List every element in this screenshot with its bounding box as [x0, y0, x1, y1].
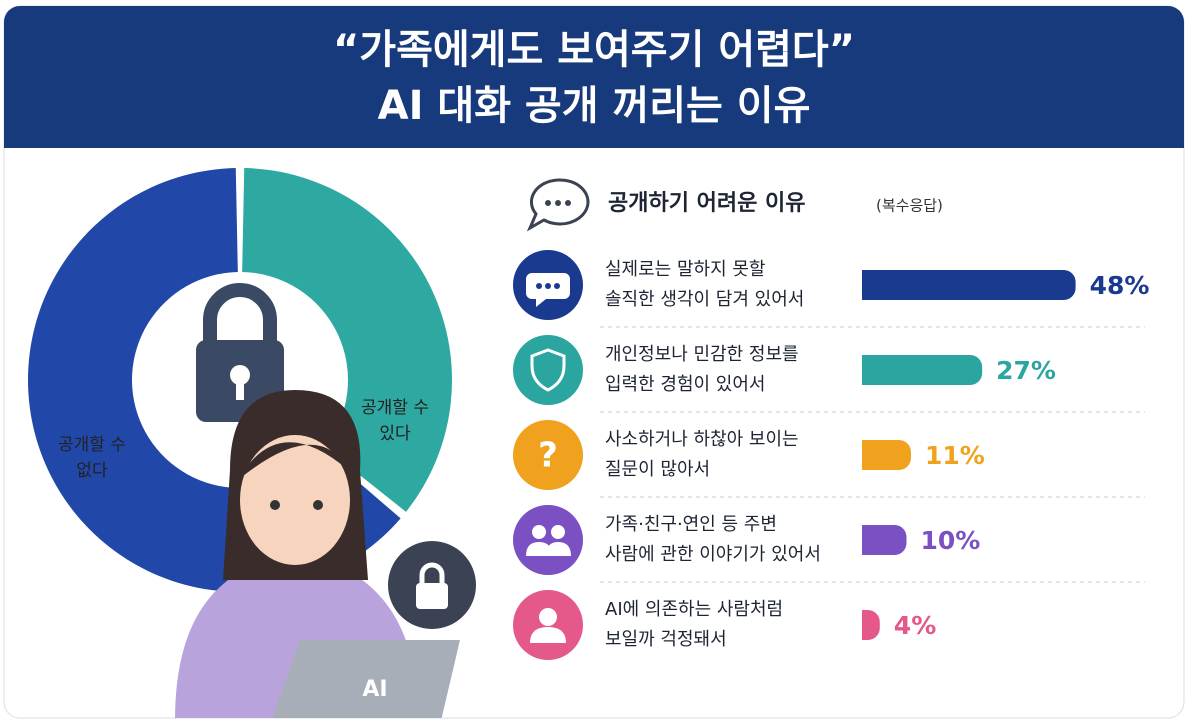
value-label: 4% — [894, 611, 936, 640]
category-label: 가족·친구·연인 등 주변 — [605, 514, 777, 535]
title-line: AI 대화 공개 꺼리는 이유 — [378, 83, 811, 129]
icon — [536, 283, 542, 289]
slice-label: 공개할 수 — [361, 398, 429, 418]
category-label: 보일까 걱정돼서 — [605, 629, 727, 650]
slice-value: 64% — [49, 383, 135, 424]
laptop-label: AI — [362, 677, 387, 702]
icon — [539, 608, 557, 626]
slice-label: 없다 — [76, 461, 108, 481]
icon: ? — [538, 436, 558, 476]
value-label: 27% — [996, 356, 1056, 385]
value-label: 48% — [1090, 271, 1150, 300]
value-label: 10% — [921, 526, 981, 555]
category-label: 질문이 많아서 — [605, 459, 710, 480]
reason-icon — [513, 505, 583, 575]
icon — [530, 627, 566, 643]
category-label: 솔직한 생각이 담겨 있어서 — [605, 289, 804, 310]
slice-label: 있다 — [379, 424, 411, 444]
reason-icon — [513, 420, 583, 490]
icon — [530, 348, 566, 392]
lock-bubble — [388, 541, 476, 629]
reason-icon — [513, 335, 583, 405]
category-label: 개인정보나 민감한 정보를 — [605, 344, 799, 365]
bar — [862, 440, 911, 470]
bar-title: 공개하기 어려운 이유 — [608, 191, 805, 216]
chat-icon — [526, 178, 590, 232]
value-label: 11% — [925, 441, 985, 470]
bar-subtitle: (복수응답) — [876, 197, 943, 215]
slice-label: 공개할 수 — [58, 435, 126, 455]
icon — [551, 525, 565, 539]
category-label: 입력한 경험이 있어서 — [605, 374, 765, 395]
category-label: AI에 의존하는 사람처럼 — [605, 599, 783, 620]
icon — [526, 542, 571, 556]
category-label: 사소하거나 하찮아 보이는 — [605, 429, 799, 450]
category-label: 실제로는 말하지 못할 — [605, 259, 765, 280]
icon — [554, 283, 560, 289]
bar — [862, 525, 907, 555]
title-line: “가족에게도 보여주기 어렵다” — [333, 27, 855, 73]
slice-value: 36% — [352, 346, 438, 387]
laptop: AI — [270, 640, 460, 718]
bar — [862, 355, 983, 385]
donut-slice — [242, 168, 452, 512]
icon — [532, 525, 546, 539]
header — [4, 6, 1184, 148]
bar — [862, 270, 1076, 300]
bar — [862, 610, 880, 640]
category-label: 사람에 관한 이야기가 있어서 — [605, 544, 821, 565]
icon — [526, 273, 570, 307]
icon — [545, 283, 551, 289]
